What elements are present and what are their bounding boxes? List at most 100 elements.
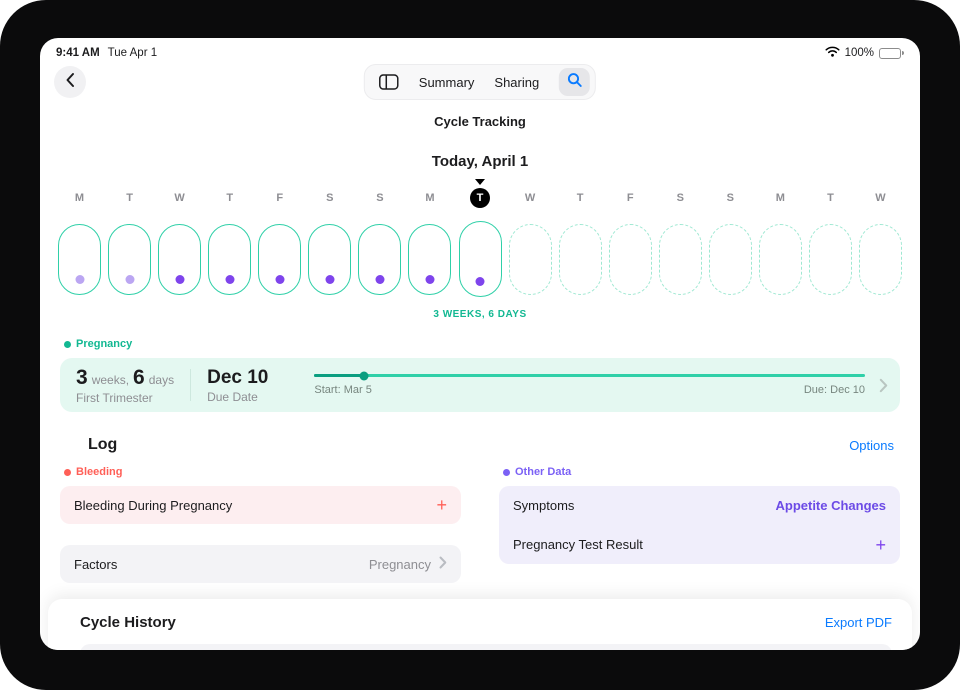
day-letter: F bbox=[276, 192, 284, 204]
cycle-day-pill[interactable] bbox=[508, 223, 552, 295]
cycle-day-pill[interactable] bbox=[608, 223, 652, 295]
pregnancy-section-label-text: Pregnancy bbox=[76, 338, 133, 350]
search-icon bbox=[567, 72, 583, 93]
cycle-history-section: Cycle History Export PDF bbox=[48, 599, 912, 650]
teal-bullet-icon bbox=[64, 340, 71, 348]
status-time: 9:41 AM bbox=[56, 47, 100, 59]
bleeding-log-row[interactable]: Bleeding During Pregnancy + bbox=[60, 486, 461, 524]
cycle-day-pill[interactable] bbox=[458, 221, 502, 297]
cycle-day-pill[interactable] bbox=[408, 223, 452, 295]
cycle-history-header: Cycle History Export PDF bbox=[80, 614, 892, 631]
weeks-value: 3 bbox=[76, 365, 88, 389]
bleeding-section-label-text: Bleeding bbox=[76, 466, 123, 478]
cycle-day-pill[interactable] bbox=[308, 223, 352, 295]
health-app-screen: 9:41 AM Tue Apr 1 100% bbox=[40, 38, 920, 650]
pregnancy-duration: 3 weeks, 6 days First Trimester bbox=[76, 366, 174, 405]
day-letter: S bbox=[376, 192, 384, 204]
battery-percent: 100% bbox=[844, 47, 874, 59]
symptoms-value[interactable]: Appetite Changes bbox=[775, 498, 886, 513]
log-entry-dot bbox=[325, 274, 335, 284]
day-letter: S bbox=[326, 192, 334, 204]
days-value: 6 bbox=[133, 365, 145, 389]
day-letter: T bbox=[126, 192, 133, 204]
cycle-day-pill[interactable] bbox=[158, 223, 202, 295]
progress-start-caption: Start: Mar 5 bbox=[314, 384, 372, 396]
symptoms-row[interactable]: Symptoms Appetite Changes bbox=[513, 486, 886, 525]
tab-summary[interactable]: Summary bbox=[418, 74, 475, 90]
nav-center-group: Summary Sharing bbox=[363, 64, 597, 100]
log-header: Log Options bbox=[60, 436, 900, 454]
log-grid: Bleeding Bleeding During Pregnancy + Fac… bbox=[60, 466, 900, 583]
day-letter: W bbox=[875, 192, 886, 204]
day-letter: W bbox=[524, 192, 536, 204]
day-letter: M bbox=[775, 192, 785, 204]
day-letter: M bbox=[74, 192, 85, 204]
log-entry-dot bbox=[375, 274, 385, 284]
cycle-day-pill[interactable] bbox=[358, 223, 402, 295]
day-letter: T bbox=[576, 192, 584, 204]
today-day-letter: T bbox=[459, 188, 502, 208]
day-letter: S bbox=[726, 192, 734, 204]
log-entry-dot bbox=[75, 274, 84, 284]
trimester-label: First Trimester bbox=[76, 390, 153, 405]
day-letter: W bbox=[174, 192, 185, 204]
cycle-history-row-partial[interactable] bbox=[80, 644, 892, 650]
weeks-unit: weeks, bbox=[91, 372, 130, 387]
factors-value: Pregnancy bbox=[368, 556, 431, 572]
cycle-day-pill[interactable] bbox=[558, 223, 602, 295]
pregnancy-progress-fill bbox=[314, 374, 364, 377]
cycle-day-pill[interactable] bbox=[208, 223, 252, 295]
export-pdf-link[interactable]: Export PDF bbox=[824, 615, 892, 630]
cycle-day-pill[interactable] bbox=[58, 223, 101, 295]
log-entry-dot bbox=[225, 274, 235, 284]
navigation-bar: Summary Sharing bbox=[40, 64, 920, 102]
progress-due-caption: Due: Dec 10 bbox=[803, 384, 865, 396]
cycle-day-pill[interactable] bbox=[808, 223, 852, 295]
pregnancy-summary-card[interactable]: 3 weeks, 6 days First Trimester Dec 10 D… bbox=[60, 358, 900, 412]
tab-sharing[interactable]: Sharing bbox=[494, 74, 540, 90]
day-letter: F bbox=[626, 192, 634, 204]
cycle-day-pill[interactable] bbox=[108, 223, 152, 295]
days-unit: days bbox=[148, 372, 175, 387]
pregnancy-test-row[interactable]: Pregnancy Test Result + bbox=[513, 525, 886, 564]
chevron-right-icon[interactable] bbox=[879, 378, 888, 393]
other-data-section-label-text: Other Data bbox=[515, 466, 572, 478]
today-indicator-triangle bbox=[475, 179, 485, 185]
page-title: Cycle Tracking bbox=[434, 114, 526, 129]
factors-row[interactable]: Factors Pregnancy bbox=[60, 545, 461, 583]
cycle-day-pill[interactable] bbox=[258, 223, 302, 295]
cycle-day-pill[interactable] bbox=[658, 223, 702, 295]
purple-bullet-icon bbox=[503, 468, 510, 476]
main-content: Pregnancy 3 weeks, 6 days First Trimeste… bbox=[40, 338, 920, 650]
cycle-day-pill[interactable] bbox=[708, 223, 752, 295]
pregnancy-progress-track bbox=[314, 371, 865, 380]
options-link[interactable]: Options bbox=[849, 437, 894, 453]
pregnancy-test-label: Pregnancy Test Result bbox=[513, 537, 643, 552]
add-bleeding-button[interactable]: + bbox=[436, 495, 447, 515]
log-entry-dot bbox=[425, 274, 435, 284]
log-right-column: Other Data Symptoms Appetite Changes Pre… bbox=[499, 466, 900, 583]
pregnancy-duration-annotation: 3 WEEKS, 6 DAYS bbox=[433, 309, 527, 320]
other-data-card: Symptoms Appetite Changes Pregnancy Test… bbox=[499, 486, 900, 564]
add-pregnancy-test-button[interactable]: + bbox=[875, 534, 886, 555]
wifi-icon bbox=[825, 46, 840, 60]
cycle-day-pill[interactable] bbox=[859, 223, 902, 295]
day-letter: S bbox=[676, 192, 684, 204]
due-date-block: Dec 10 Due Date bbox=[207, 367, 268, 404]
today-label: Today, April 1 bbox=[431, 153, 529, 170]
log-entry-dot bbox=[475, 277, 485, 286]
sidebar-toggle-button[interactable] bbox=[379, 74, 399, 90]
card-divider bbox=[190, 369, 192, 401]
other-data-section-label: Other Data bbox=[503, 466, 900, 478]
back-button[interactable] bbox=[54, 66, 86, 98]
today-header: Today, April 1 bbox=[40, 153, 920, 185]
day-letter: M bbox=[425, 192, 435, 204]
cycle-day-pill[interactable] bbox=[758, 223, 802, 295]
bleeding-item-label: Bleeding During Pregnancy bbox=[74, 497, 233, 513]
day-letter: T bbox=[827, 192, 834, 204]
search-button[interactable] bbox=[559, 68, 591, 96]
red-bullet-icon bbox=[64, 468, 71, 476]
pregnancy-progress-dot bbox=[359, 371, 369, 380]
